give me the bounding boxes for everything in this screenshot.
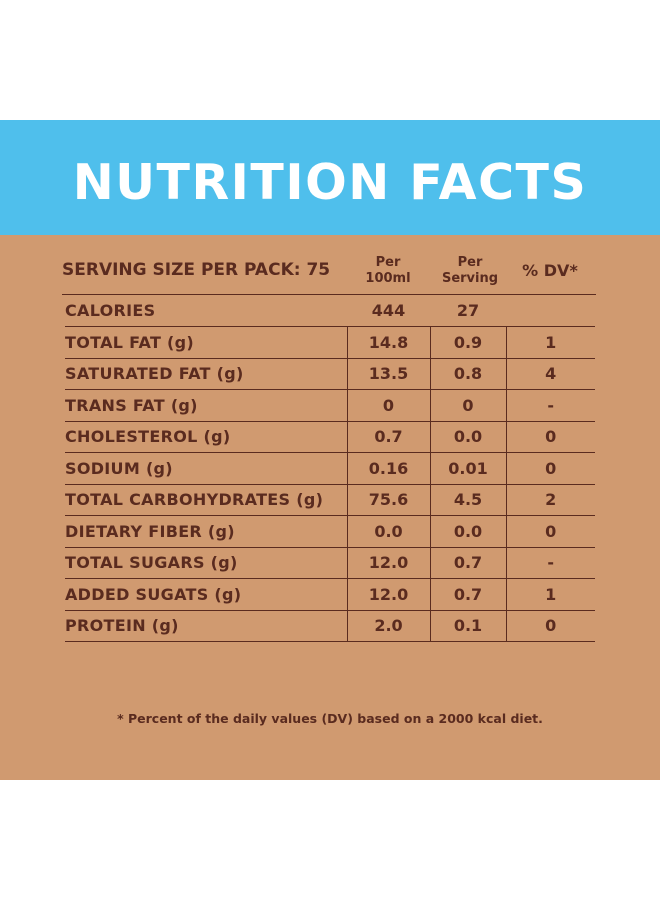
dv-footnote: * Percent of the daily values (DV) based… — [117, 711, 543, 726]
per-serving-value: 0.9 — [429, 326, 506, 359]
per-100ml-value: 13.5 — [346, 358, 430, 390]
per-serving-value: 0.7 — [429, 578, 506, 611]
per-serving-value: 0.01 — [429, 452, 506, 485]
title-banner — [0, 120, 660, 235]
per-100ml-value: 12.0 — [346, 578, 430, 611]
table-row: TOTAL CARBOHYDRATES (g) 75.6 4.5 2 — [65, 484, 595, 516]
per-100ml-value: 75.6 — [346, 484, 430, 516]
dv-value: 1 — [505, 578, 595, 611]
dv-value: 0 — [505, 421, 595, 453]
header-per-100ml-line1: Per — [375, 255, 401, 270]
nutrient-label: TOTAL SUGARS (g) — [65, 547, 347, 579]
table-row: SODIUM (g) 0.16 0.01 0 — [65, 452, 595, 485]
nutrient-label: TOTAL FAT (g) — [65, 326, 347, 359]
dv-value — [506, 295, 595, 327]
header-per-100ml: Per 100ml — [348, 255, 428, 287]
nutrient-label: CHOLESTEROL (g) — [65, 421, 347, 453]
serving-size-label: SERVING SIZE PER PACK: 75 — [62, 260, 331, 280]
table-row: TRANS FAT (g) 0 0 - — [65, 389, 595, 422]
per-100ml-value: 0.0 — [346, 515, 430, 548]
header-per-serving-line2: Serving — [441, 271, 499, 286]
dv-value: 0 — [505, 610, 595, 642]
table-row: CALORIES 444 27 — [65, 295, 595, 327]
table-row: TOTAL SUGARS (g) 12.0 0.7 - — [65, 547, 595, 579]
table-row: CHOLESTEROL (g) 0.7 0.0 0 — [65, 421, 595, 453]
header-per-100ml-line2: 100ml — [365, 271, 411, 286]
per-serving-value: 0.1 — [429, 610, 506, 642]
dv-value: 2 — [505, 484, 595, 516]
dv-value: - — [505, 389, 595, 422]
table-row: ADDED SUGATS (g) 12.0 0.7 1 — [65, 578, 595, 611]
nutrient-label: CALORIES — [65, 295, 347, 327]
per-100ml-value: 0.16 — [346, 452, 430, 485]
per-100ml-value: 0.7 — [346, 421, 430, 453]
nutrient-label: TRANS FAT (g) — [65, 389, 347, 422]
per-serving-value: 27 — [430, 295, 506, 327]
header-divider — [62, 294, 596, 295]
nutrient-label: PROTEIN (g) — [65, 610, 347, 642]
nutrient-label: SATURATED FAT (g) — [65, 358, 347, 390]
header-per-serving: Per Serving — [430, 255, 510, 287]
nutrient-label: ADDED SUGATS (g) — [65, 578, 347, 611]
per-serving-value: 0 — [429, 389, 506, 422]
per-serving-value: 0.8 — [429, 358, 506, 390]
per-serving-value: 0.7 — [429, 547, 506, 579]
dv-value: 4 — [505, 358, 595, 390]
per-serving-value: 4.5 — [429, 484, 506, 516]
dv-value: 0 — [505, 452, 595, 485]
per-100ml-value: 0 — [346, 389, 430, 422]
header-percent-dv: % DV* — [522, 261, 578, 280]
nutrient-label: SODIUM (g) — [65, 452, 347, 485]
per-100ml-value: 14.8 — [346, 326, 430, 359]
header-per-serving-line1: Per — [457, 255, 483, 270]
nutrient-label: DIETARY FIBER (g) — [65, 515, 347, 548]
per-100ml-value: 444 — [347, 295, 430, 327]
table-row: DIETARY FIBER (g) 0.0 0.0 0 — [65, 515, 595, 548]
nutrient-label: TOTAL CARBOHYDRATES (g) — [65, 484, 347, 516]
table-row: PROTEIN (g) 2.0 0.1 0 — [65, 610, 595, 642]
per-serving-value: 0.0 — [429, 421, 506, 453]
nutrition-table: CALORIES 444 27 TOTAL FAT (g) 14.8 0.9 1… — [65, 295, 595, 642]
table-row: TOTAL FAT (g) 14.8 0.9 1 — [65, 326, 595, 359]
dv-value: 1 — [505, 326, 595, 359]
table-row: SATURATED FAT (g) 13.5 0.8 4 — [65, 358, 595, 390]
per-serving-value: 0.0 — [429, 515, 506, 548]
page-title: NUTRITION FACTS — [72, 154, 588, 211]
dv-value: 0 — [505, 515, 595, 548]
per-100ml-value: 2.0 — [346, 610, 430, 642]
per-100ml-value: 12.0 — [346, 547, 430, 579]
dv-value: - — [505, 547, 595, 579]
